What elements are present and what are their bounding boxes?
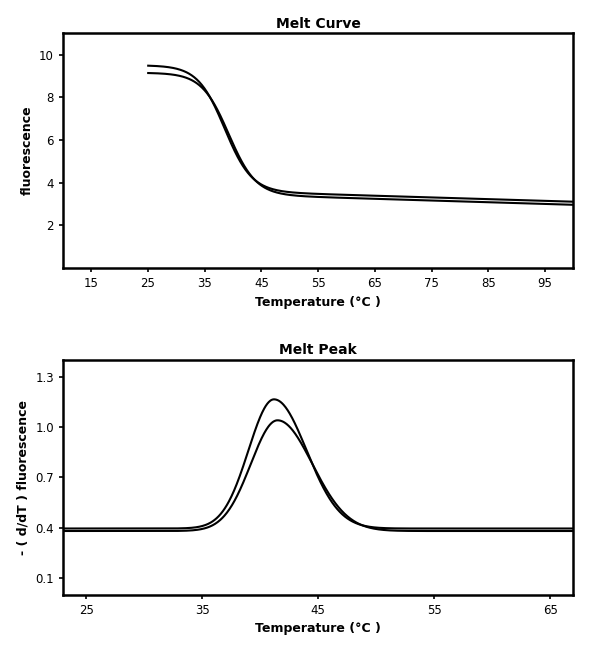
X-axis label: Temperature (°C ): Temperature (°C )	[255, 622, 381, 635]
X-axis label: Temperature (°C ): Temperature (°C )	[255, 295, 381, 308]
Title: Melt Peak: Melt Peak	[279, 344, 357, 357]
Y-axis label: fluorescence: fluorescence	[21, 106, 34, 196]
Title: Melt Curve: Melt Curve	[276, 17, 360, 31]
Y-axis label: - ( d/dT ) fluorescence: - ( d/dT ) fluorescence	[17, 400, 30, 555]
